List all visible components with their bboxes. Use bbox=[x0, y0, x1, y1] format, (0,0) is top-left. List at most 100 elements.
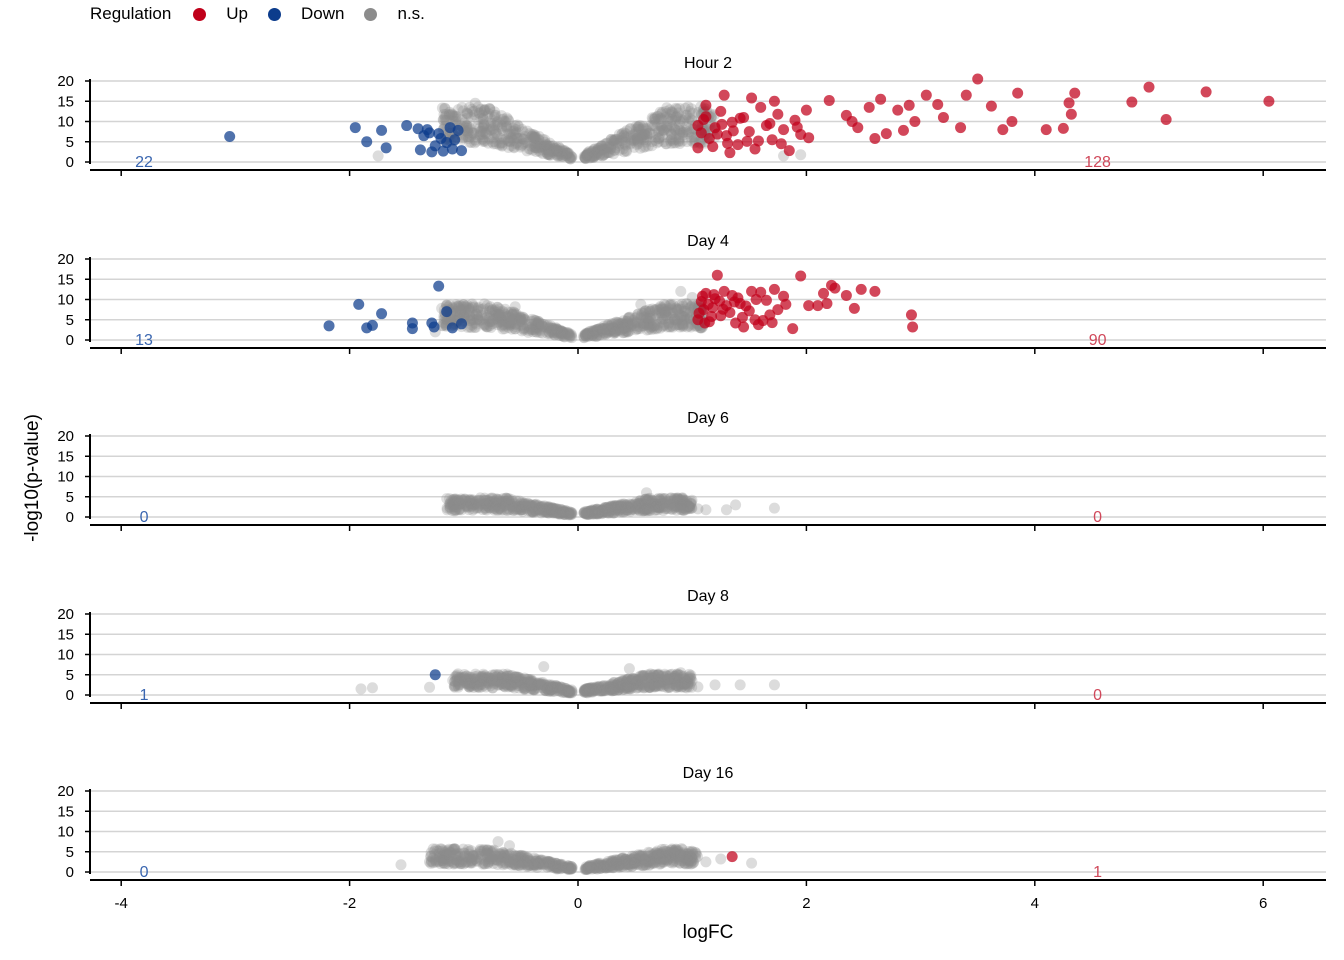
up-point bbox=[692, 142, 704, 154]
ns-point bbox=[584, 151, 596, 163]
ns-point bbox=[504, 318, 516, 330]
ns-point bbox=[478, 303, 490, 315]
ns-point bbox=[544, 328, 556, 340]
up-point bbox=[1006, 116, 1018, 127]
ns-point bbox=[510, 320, 522, 332]
ns-point bbox=[602, 141, 614, 153]
down-point bbox=[433, 280, 445, 292]
ns-point bbox=[680, 854, 692, 866]
ns-point bbox=[537, 144, 549, 156]
ns-point bbox=[622, 317, 634, 329]
ns-point bbox=[516, 123, 528, 135]
ns-point bbox=[464, 311, 476, 323]
ns-point bbox=[528, 132, 540, 144]
ns-point bbox=[795, 149, 807, 161]
ns-point bbox=[616, 129, 628, 141]
ns-point bbox=[591, 148, 603, 160]
panel-title: Hour 2 bbox=[684, 55, 732, 72]
ns-point bbox=[668, 312, 680, 324]
ns-point bbox=[445, 109, 457, 121]
ns-point bbox=[533, 138, 545, 150]
ns-point bbox=[448, 110, 460, 122]
ns-point bbox=[672, 124, 684, 136]
ns-point bbox=[660, 300, 672, 312]
ns-point bbox=[486, 304, 498, 316]
ns-point bbox=[594, 142, 606, 154]
ns-point bbox=[587, 326, 599, 338]
ns-point bbox=[450, 110, 462, 122]
ns-point bbox=[535, 146, 547, 158]
ns-point bbox=[603, 324, 615, 336]
ns-point bbox=[656, 122, 668, 134]
y-tick-label: 10 bbox=[57, 824, 74, 841]
ns-point bbox=[670, 137, 682, 149]
ns-point bbox=[661, 122, 673, 134]
ns-point bbox=[643, 127, 655, 139]
ns-point bbox=[660, 306, 672, 318]
ns-point bbox=[673, 134, 685, 146]
ns-point bbox=[553, 329, 565, 341]
ns-point bbox=[543, 148, 555, 160]
ns-point bbox=[508, 318, 520, 330]
ns-point bbox=[592, 142, 604, 154]
ns-point bbox=[641, 313, 653, 325]
x-tick-label: 4 bbox=[1031, 895, 1039, 912]
up-point bbox=[875, 93, 887, 105]
ns-point bbox=[624, 123, 636, 135]
up-point bbox=[722, 137, 734, 149]
ns-point bbox=[651, 303, 663, 315]
down-point bbox=[452, 124, 464, 136]
ns-point bbox=[692, 681, 704, 693]
ns-point bbox=[655, 303, 667, 315]
ns-point bbox=[681, 308, 693, 320]
ns-point bbox=[491, 308, 503, 320]
down-point bbox=[380, 142, 392, 154]
ns-point bbox=[561, 147, 573, 159]
up-point bbox=[1160, 113, 1172, 125]
ns-point bbox=[558, 147, 570, 159]
ns-point bbox=[677, 321, 689, 333]
ns-point bbox=[625, 135, 637, 147]
ns-point bbox=[475, 125, 487, 137]
ns-point bbox=[651, 319, 663, 331]
ns-point bbox=[684, 106, 696, 118]
ns-point bbox=[551, 325, 563, 337]
ns-point bbox=[681, 313, 693, 325]
ns-point bbox=[664, 299, 676, 311]
ns-point bbox=[661, 102, 673, 114]
y-tick-label: 0 bbox=[66, 332, 74, 349]
ns-point bbox=[610, 142, 622, 154]
y-tick-label: 20 bbox=[57, 428, 74, 445]
ns-point bbox=[530, 142, 542, 154]
ns-point bbox=[488, 674, 500, 686]
ns-point bbox=[622, 312, 634, 324]
ns-point bbox=[632, 121, 644, 133]
ns-point bbox=[512, 139, 524, 151]
ns-point bbox=[395, 859, 407, 871]
ns-point bbox=[533, 319, 545, 331]
ns-point bbox=[509, 671, 521, 683]
ns-point bbox=[618, 127, 630, 139]
ns-point bbox=[601, 326, 613, 338]
ns-point bbox=[529, 131, 541, 143]
ns-point bbox=[491, 116, 503, 128]
ns-point bbox=[526, 324, 538, 336]
ns-point bbox=[523, 134, 535, 146]
ns-point bbox=[610, 133, 622, 145]
ns-point bbox=[602, 322, 614, 334]
ns-point bbox=[496, 140, 508, 152]
ns-point bbox=[549, 325, 561, 337]
ns-point bbox=[494, 316, 506, 328]
ns-point bbox=[642, 315, 654, 327]
ns-point bbox=[547, 140, 559, 152]
ns-point bbox=[599, 328, 611, 340]
ns-point bbox=[684, 306, 696, 318]
ns-point bbox=[517, 311, 529, 323]
ns-point bbox=[612, 319, 624, 331]
up-point bbox=[972, 73, 984, 85]
ns-point bbox=[502, 310, 514, 322]
ns-point bbox=[467, 105, 479, 117]
ns-point bbox=[541, 146, 553, 158]
ns-point bbox=[464, 310, 476, 322]
x-tick-label: 2 bbox=[802, 895, 810, 912]
